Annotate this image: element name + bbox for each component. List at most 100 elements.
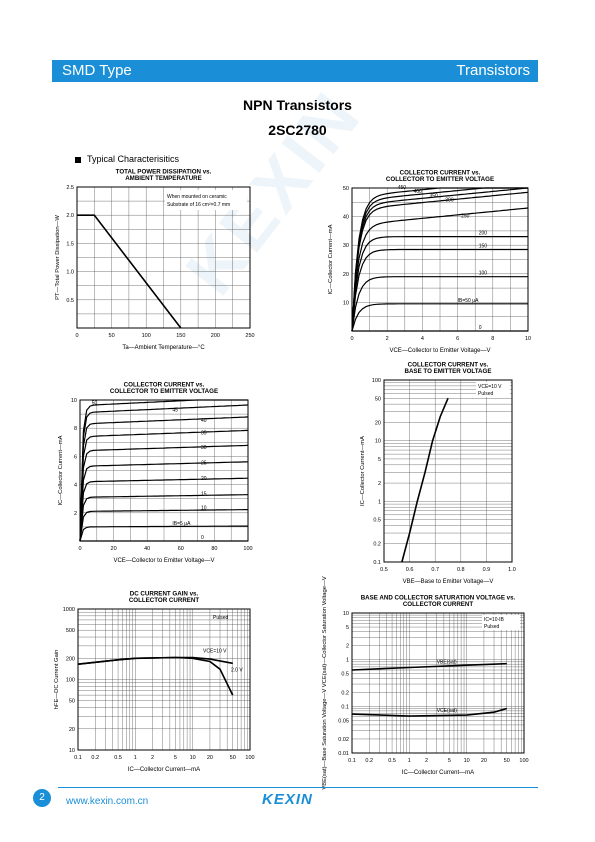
curve-label: IB=50 μA (458, 298, 479, 304)
data-curve (79, 429, 249, 542)
y-tick-label: 2.5 (66, 185, 74, 191)
x-tick-label: 0.5 (388, 758, 396, 764)
y-tick-label: 0.2 (373, 542, 381, 548)
y-tick-label: 20 (343, 272, 349, 278)
chart-ic-vbe: 0.5 0.6 0.7 0.8 0.9 1.0 0.1 0.2 0.5 1 2 5 10 20 50 100 C… (360, 362, 516, 586)
footer-url[interactable]: www.kexin.com.cn (66, 796, 149, 807)
y-tick-label: 10 (343, 611, 349, 617)
curve-label: 35 (201, 431, 207, 437)
x-tick-label: 1 (134, 755, 137, 761)
x-tick-label: 0 (75, 333, 78, 339)
page-title: NPN Transistors (243, 97, 352, 113)
y-tick-label: 0.1 (341, 704, 349, 710)
plot-frame (383, 379, 513, 563)
page-number: 2 (33, 789, 51, 807)
y-tick-label: 50 (375, 396, 381, 402)
y-tick-label: 50 (69, 699, 75, 705)
x-tick-label: 0.7 (431, 567, 439, 573)
x-tick-label: 200 (211, 333, 220, 339)
curve-label: 20 (201, 476, 207, 482)
y-tick-label: 2 (346, 644, 349, 650)
y-axis-label: IC—Collector Current—mA (360, 436, 366, 506)
curve-label: 250 (461, 213, 470, 219)
x-tick-label: 100 (245, 755, 254, 761)
data-curve (79, 494, 248, 542)
y-tick-label: 0.2 (341, 690, 349, 696)
legend-box (476, 382, 510, 397)
curve-label: 450 (398, 185, 407, 191)
data-curve (79, 509, 248, 542)
x-tick-label: 4 (421, 336, 424, 342)
x-axis-label: IC—Collector Current—mA (128, 767, 200, 773)
y-tick-label: 5 (378, 457, 381, 463)
x-axis-label: VCE—Collector to Emitter Voltage—V (389, 348, 490, 354)
y-tick-label: 10 (69, 748, 75, 754)
data-curve (351, 303, 528, 332)
x-tick-label: 10 (190, 755, 196, 761)
x-tick-label: 250 (245, 333, 254, 339)
data-curve (351, 207, 529, 332)
x-tick-label: 20 (111, 546, 117, 552)
x-tick-label: 0.2 (91, 755, 99, 761)
curve-label: 100 (479, 271, 488, 277)
y-tick-label: 10 (71, 398, 77, 404)
section-label: Typical Characterisitics (87, 154, 180, 164)
plot-frame (351, 612, 525, 754)
x-tick-label: 0 (78, 546, 81, 552)
data-curve (351, 187, 528, 332)
part-number: 2SC2780 (268, 122, 327, 138)
y-tick-label: 1 (346, 658, 349, 664)
y-tick-label: 20 (375, 420, 381, 426)
y-tick-label: 2 (74, 511, 77, 517)
legend-box (482, 615, 520, 630)
y-tick-label: 6 (74, 454, 77, 460)
y-axis-label: IC—Collector Current—mA (58, 435, 64, 505)
data-line (77, 656, 234, 696)
y-tick-label: 20 (69, 727, 75, 733)
x-tick-label: 2 (425, 758, 428, 764)
x-tick-label: 20 (207, 755, 213, 761)
header-banner: SMD Type Transistors (52, 60, 538, 82)
y-tick-label: 2.0 (66, 213, 74, 219)
x-tick-label: 1.0 (508, 567, 516, 573)
data-curve (79, 461, 249, 542)
chart-title: TOTAL POWER DISSIPATION vs. AMBIENT TEMPE… (116, 169, 212, 183)
data-curve (351, 187, 529, 332)
x-axis-label: VBE—Base to Emitter Voltage—V (403, 579, 494, 585)
legend-text: Pulsed (213, 615, 229, 621)
kexin-logo: KEXIN (262, 791, 313, 808)
x-tick-label: 5 (448, 758, 451, 764)
chart-title: COLLECTOR CURRENT vs. COLLECTOR TO EMITTE… (110, 382, 218, 396)
curve-label: 400 (414, 189, 423, 195)
x-tick-label: 5 (174, 755, 177, 761)
y-tick-label: 0.5 (373, 518, 381, 524)
data-line (351, 707, 507, 717)
x-tick-label: 2 (151, 755, 154, 761)
data-curve (79, 477, 249, 542)
chart-title: DC CURRENT GAIN vs. COLLECTOR CURRENT (129, 591, 200, 605)
y-tick-label: 10 (375, 439, 381, 445)
x-axis-label: VCE—Collector to Emitter Voltage—V (113, 558, 214, 564)
data-line (401, 397, 449, 563)
y-tick-label: 1000 (63, 607, 75, 613)
curve-label: 300 (445, 198, 454, 204)
data-line (351, 662, 507, 671)
data-curve (79, 404, 249, 542)
curve-label: 200 (479, 231, 488, 237)
x-axis-label: IC—Collector Current—mA (402, 770, 474, 776)
header-right: Transistors (456, 62, 530, 79)
y-tick-label: 30 (343, 243, 349, 249)
chart-title: COLLECTOR CURRENT vs. BASE TO EMITTER VOL… (405, 362, 492, 376)
data-curve (79, 525, 248, 542)
y-tick-label: 0.5 (341, 672, 349, 678)
chart-ic-vce-small: 0 2 4 6 8 10 10 20 30 40 50 COLLECTOR CURRENT vs. CO… (328, 170, 531, 355)
curve-label: 50 (92, 401, 98, 407)
y-tick-label: 10 (343, 300, 349, 306)
annotation-text: Substrate of 16 cm²×0.7 mm (167, 202, 230, 208)
x-tick-label: 100 (142, 333, 151, 339)
series-label: VBE(sat) (437, 659, 457, 665)
x-tick-label: 0.1 (74, 755, 82, 761)
chart-title: COLLECTOR CURRENT vs. COLLECTOR TO EMITTE… (386, 170, 494, 184)
plot-frame (76, 186, 251, 329)
